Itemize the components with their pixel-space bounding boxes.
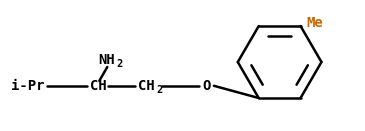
- Text: O: O: [203, 79, 211, 93]
- Text: CH: CH: [91, 79, 107, 93]
- Text: i-Pr: i-Pr: [11, 79, 44, 93]
- Text: 2: 2: [116, 59, 123, 69]
- Text: CH: CH: [138, 79, 155, 93]
- Text: Me: Me: [307, 16, 323, 30]
- Text: 2: 2: [156, 85, 162, 95]
- Text: NH: NH: [98, 53, 115, 67]
